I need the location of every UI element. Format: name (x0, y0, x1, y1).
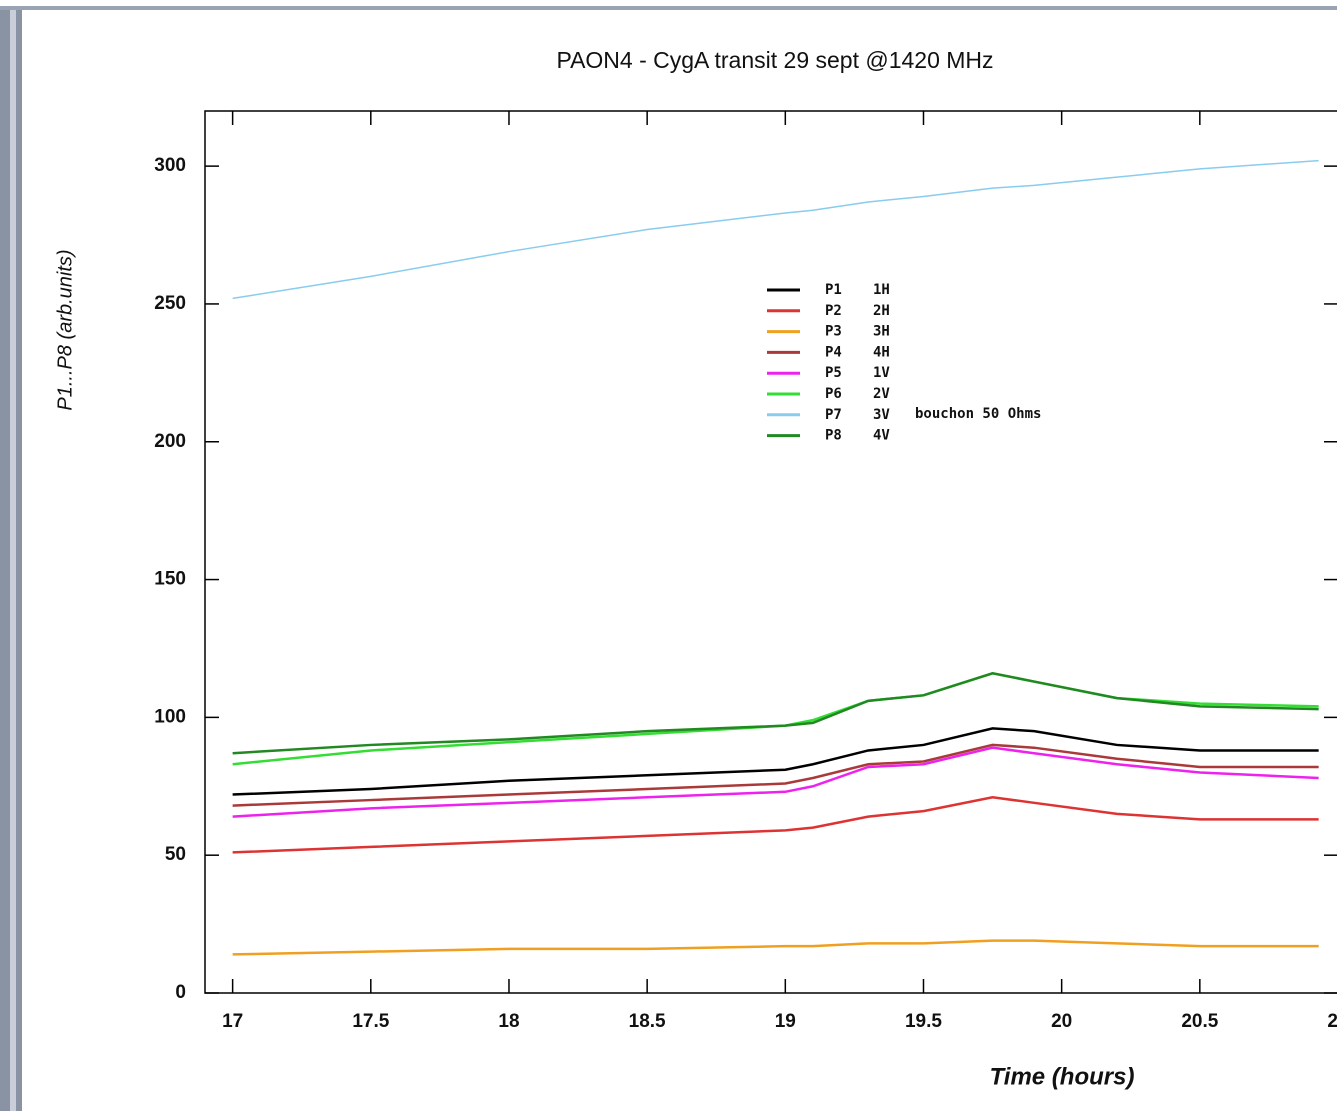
legend-label: P6 (825, 386, 842, 402)
y-tick-label: 250 (154, 293, 186, 314)
legend-label: P4 (825, 344, 842, 360)
series-line (232, 796, 1319, 854)
window-border (0, 6, 1337, 10)
y-tick-label: 150 (154, 569, 186, 590)
plot-frame (204, 110, 1337, 994)
legend-label: P2 (825, 303, 842, 319)
x-tick-label: 18.5 (629, 1011, 666, 1032)
legend-label: 4V (873, 428, 890, 444)
series-line (232, 743, 1319, 807)
y-tick-label: 300 (154, 155, 186, 176)
legend-label: 4H (873, 344, 890, 360)
legend-label: 3H (873, 324, 890, 340)
x-tick-label: 17 (222, 1011, 243, 1032)
annotation: bouchon 50 Ohms (915, 406, 1041, 422)
x-tick-label: 20 (1051, 1011, 1072, 1032)
x-tick-label: 20.5 (1181, 1011, 1218, 1032)
series-line (232, 727, 1319, 796)
x-tick-label: 19 (775, 1011, 796, 1032)
y-tick-label: 200 (154, 431, 186, 452)
legend-label: 1V (873, 365, 890, 381)
window-border (10, 8, 16, 1111)
legend-label: P8 (825, 428, 842, 444)
x-tick-label: 21 (1327, 1011, 1337, 1032)
chart-title: PAON4 - CygA transit 29 sept @1420 MHz (556, 47, 993, 73)
series-line (232, 671, 1319, 755)
legend-label: 2V (873, 386, 890, 402)
x-tick-label: 19.5 (905, 1011, 942, 1032)
x-tick-label: 17.5 (352, 1011, 389, 1032)
legend-label: P5 (825, 365, 842, 381)
legend-label: P1 (825, 282, 842, 298)
legend-label: 3V (873, 407, 890, 423)
x-axis-label: Time (hours) (990, 1063, 1135, 1090)
y-tick-label: 100 (154, 706, 186, 727)
series-line (232, 939, 1319, 956)
series-line (232, 159, 1319, 300)
legend-label: 2H (873, 303, 890, 319)
series-line (232, 746, 1319, 818)
y-axis-label: P1...P8 (arb.units) (54, 249, 76, 410)
legend-label: P3 (825, 324, 842, 340)
x-tick-label: 18 (498, 1011, 519, 1032)
y-tick-label: 50 (165, 844, 186, 865)
legend-label: P7 (825, 407, 842, 423)
legend-label: 1H (873, 282, 890, 298)
y-tick-label: 0 (175, 982, 186, 1003)
